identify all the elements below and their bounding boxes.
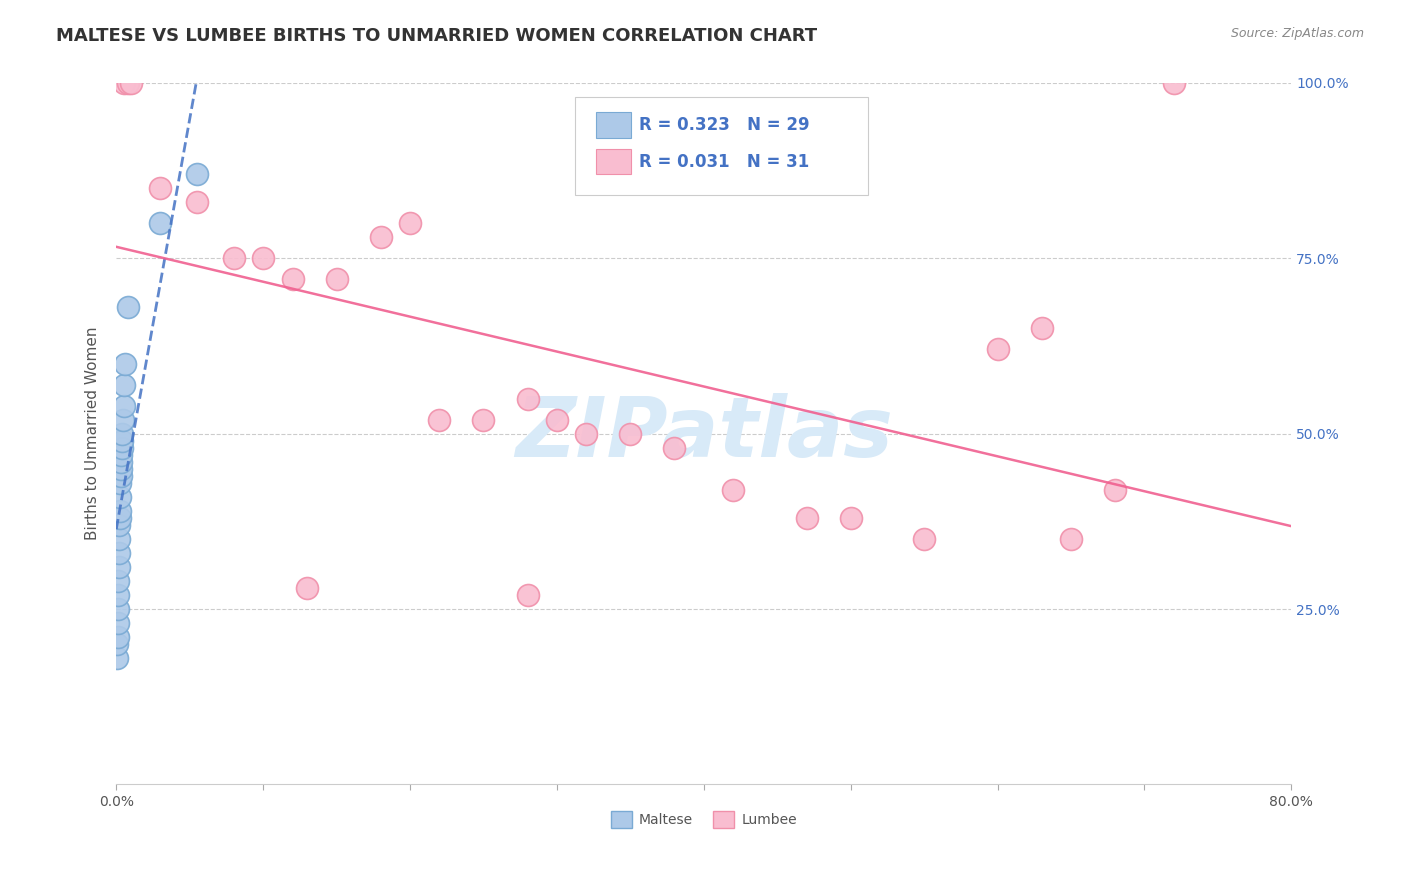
Point: [912, 532, 935, 546]
Point: [575, 426, 598, 441]
Point: [114, 357, 136, 371]
Legend: Maltese, Lumbee: Maltese, Lumbee: [605, 805, 803, 833]
Point: [839, 511, 862, 525]
Point: [186, 167, 208, 181]
Point: [107, 637, 129, 651]
Point: [111, 434, 134, 448]
FancyBboxPatch shape: [596, 149, 631, 174]
Point: [108, 517, 131, 532]
Point: [108, 511, 131, 525]
Point: [105, 651, 128, 665]
Point: [516, 392, 538, 406]
Point: [149, 216, 172, 230]
Point: [107, 630, 129, 644]
Point: [222, 252, 245, 266]
Point: [112, 377, 135, 392]
Point: [619, 426, 641, 441]
Point: [516, 588, 538, 602]
Y-axis label: Births to Unmarried Women: Births to Unmarried Women: [86, 327, 100, 541]
Point: [796, 511, 818, 525]
Point: [370, 230, 392, 244]
Point: [112, 399, 135, 413]
Point: [110, 461, 132, 475]
Point: [110, 475, 132, 490]
Text: R = 0.323   N = 29: R = 0.323 N = 29: [640, 116, 810, 134]
Point: [399, 216, 422, 230]
FancyBboxPatch shape: [596, 112, 631, 137]
Text: MALTESE VS LUMBEE BIRTHS TO UNMARRIED WOMEN CORRELATION CHART: MALTESE VS LUMBEE BIRTHS TO UNMARRIED WO…: [56, 27, 817, 45]
Point: [117, 301, 139, 315]
Point: [429, 412, 451, 426]
Point: [1104, 483, 1126, 497]
Point: [107, 588, 129, 602]
Point: [117, 76, 139, 90]
Point: [1031, 321, 1053, 335]
Text: ZIPatlas: ZIPatlas: [515, 393, 893, 475]
Point: [111, 412, 134, 426]
Point: [664, 441, 686, 455]
Point: [108, 504, 131, 518]
Point: [721, 483, 744, 497]
Point: [107, 602, 129, 616]
Point: [108, 532, 131, 546]
Point: [111, 426, 134, 441]
Point: [186, 195, 208, 210]
Point: [110, 468, 132, 483]
Point: [472, 412, 495, 426]
Point: [107, 560, 129, 574]
Point: [149, 181, 172, 195]
Point: [120, 76, 142, 90]
Point: [1060, 532, 1083, 546]
Point: [252, 252, 274, 266]
Point: [297, 581, 319, 595]
Text: R = 0.031   N = 31: R = 0.031 N = 31: [640, 153, 810, 170]
Point: [107, 616, 129, 631]
Text: Source: ZipAtlas.com: Source: ZipAtlas.com: [1230, 27, 1364, 40]
Point: [110, 455, 132, 469]
Point: [108, 546, 131, 560]
Point: [110, 448, 132, 462]
Point: [546, 412, 568, 426]
Point: [1163, 76, 1185, 90]
Point: [325, 272, 347, 286]
FancyBboxPatch shape: [575, 97, 869, 195]
Point: [112, 76, 135, 90]
Point: [111, 441, 134, 455]
Point: [107, 574, 129, 588]
Point: [281, 272, 304, 286]
Point: [108, 490, 131, 504]
Point: [987, 343, 1010, 357]
